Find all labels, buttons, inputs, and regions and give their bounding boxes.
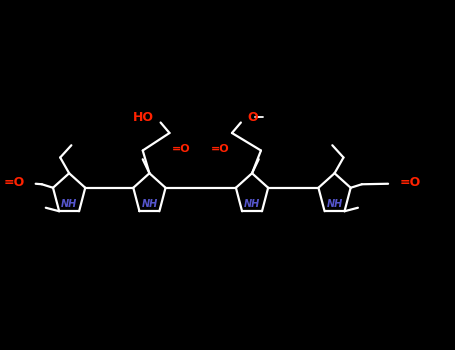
Text: =O: =O [172, 144, 190, 154]
Text: =O: =O [211, 144, 230, 154]
Text: O: O [248, 111, 258, 124]
Text: NH: NH [61, 199, 77, 209]
Text: NH: NH [142, 199, 157, 209]
Text: NH: NH [244, 199, 260, 209]
Text: NH: NH [326, 199, 343, 209]
Text: =O: =O [3, 175, 25, 189]
Text: =O: =O [399, 175, 420, 189]
Text: HO: HO [133, 111, 154, 124]
